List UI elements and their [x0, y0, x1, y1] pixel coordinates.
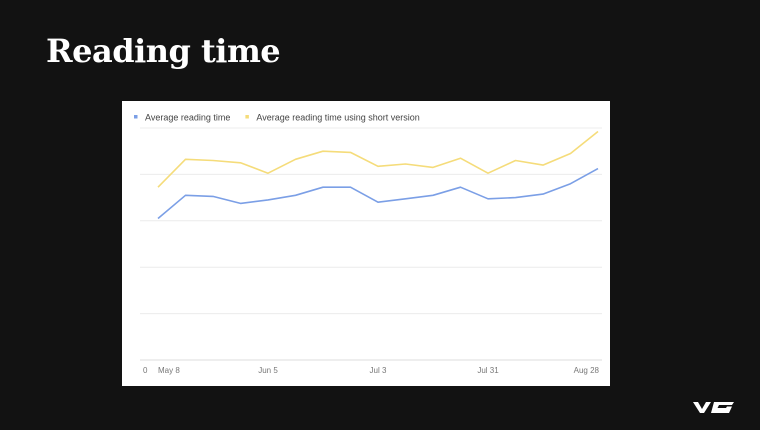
- chart-panel: Average reading time Average reading time…: [122, 101, 610, 386]
- x-tick-label: Aug 28: [574, 366, 600, 375]
- legend-label: Average reading time using short version: [256, 113, 419, 123]
- x-tick-label: Jun 5: [258, 366, 278, 375]
- x-tick-label: Jul 3: [370, 366, 387, 375]
- legend-swatch: [134, 115, 138, 119]
- legend-label: Average reading time: [145, 113, 230, 123]
- y-tick-label: 0: [143, 366, 148, 375]
- line-chart: Average reading time Average reading time…: [134, 113, 602, 375]
- slide-title: Reading time: [46, 32, 281, 70]
- series-line: [157, 167, 599, 220]
- legend-swatch: [245, 115, 249, 119]
- series-line: [157, 130, 599, 188]
- x-tick-label: Jul 31: [477, 366, 499, 375]
- vg-logo-icon: [693, 402, 734, 413]
- x-tick-label: May 8: [158, 366, 180, 375]
